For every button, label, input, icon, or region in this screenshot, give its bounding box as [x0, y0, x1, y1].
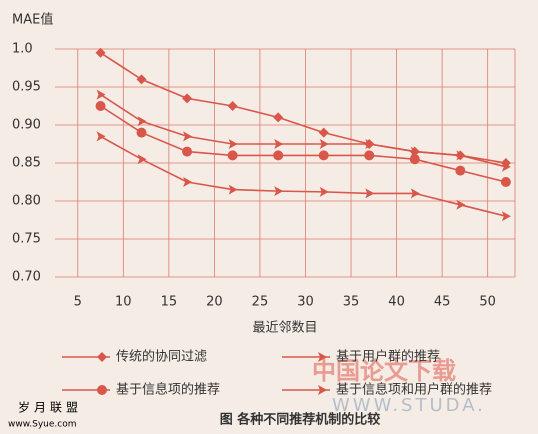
- marker: [319, 139, 329, 149]
- marker: [500, 177, 511, 187]
- x-axis-label: 最近邻数目: [252, 321, 317, 336]
- x-tick-label: 40: [388, 295, 405, 310]
- marker: [365, 188, 375, 199]
- marker: [97, 352, 107, 362]
- marker: [136, 127, 147, 138]
- marker: [96, 131, 106, 142]
- marker: [137, 116, 147, 127]
- marker: [228, 139, 238, 149]
- marker: [227, 101, 238, 111]
- x-tick-label: 45: [434, 295, 451, 310]
- marker: [137, 154, 147, 165]
- x-tick-label: 50: [479, 295, 496, 310]
- watermark: WWW.STUDA.: [332, 395, 486, 416]
- x-tick-label: 35: [343, 295, 360, 310]
- marker: [95, 47, 106, 58]
- legend-label: 基于用户群的推荐: [336, 349, 440, 365]
- marker: [273, 112, 284, 123]
- marker: [364, 150, 375, 161]
- x-tick-label: 30: [297, 295, 314, 310]
- legend-label: 基于信息项的推荐: [116, 382, 220, 398]
- series-line: [100, 52, 507, 164]
- marker: [501, 161, 511, 172]
- marker: [319, 186, 329, 197]
- marker: [95, 101, 106, 111]
- marker: [318, 127, 329, 138]
- y-tick-label: 0.70: [12, 270, 41, 285]
- marker: [410, 146, 420, 157]
- marker: [456, 199, 466, 210]
- marker: [455, 165, 466, 176]
- marker: [183, 177, 193, 187]
- marker: [136, 74, 147, 85]
- y-tick-label: 0.80: [12, 194, 41, 209]
- marker: [365, 139, 375, 149]
- watermark: www.Syue.com: [8, 420, 76, 430]
- marker: [182, 146, 193, 157]
- marker: [501, 211, 511, 222]
- marker: [183, 131, 193, 142]
- y-tick-label: 0.75: [12, 232, 41, 247]
- caption: 图 各种不同推荐机制的比较: [220, 412, 381, 428]
- marker: [227, 150, 238, 161]
- marker: [409, 154, 420, 165]
- marker: [228, 184, 238, 195]
- watermark: 岁月联盟: [18, 400, 82, 415]
- marker: [274, 139, 284, 149]
- x-tick-label: 10: [115, 295, 132, 310]
- x-tick-label: 25: [252, 295, 269, 310]
- marker: [274, 186, 284, 197]
- y-tick-label: 1.0: [12, 42, 33, 57]
- y-tick-label: 0.90: [12, 118, 41, 133]
- series-line: [100, 105, 507, 183]
- marker: [97, 385, 107, 395]
- marker: [318, 352, 327, 362]
- x-tick-label: 20: [206, 295, 223, 310]
- series-line: [100, 93, 507, 168]
- marker: [96, 89, 106, 100]
- marker: [318, 385, 327, 395]
- marker: [456, 150, 466, 161]
- x-tick-label: 15: [161, 295, 178, 310]
- legend-label: 基于信息项和用户群的推荐: [336, 382, 492, 398]
- marker: [182, 93, 193, 104]
- watermark: 中国论文下载: [312, 357, 456, 385]
- marker: [318, 150, 329, 161]
- y-tick-label: 0.95: [12, 80, 41, 95]
- marker: [273, 150, 284, 161]
- series-line: [100, 135, 507, 217]
- x-tick-label: 5: [74, 295, 82, 310]
- y-axis-label: MAE值: [12, 12, 53, 28]
- legend-label: 传统的协同过滤: [116, 349, 207, 365]
- y-tick-label: 0.85: [12, 156, 41, 171]
- marker: [410, 188, 420, 199]
